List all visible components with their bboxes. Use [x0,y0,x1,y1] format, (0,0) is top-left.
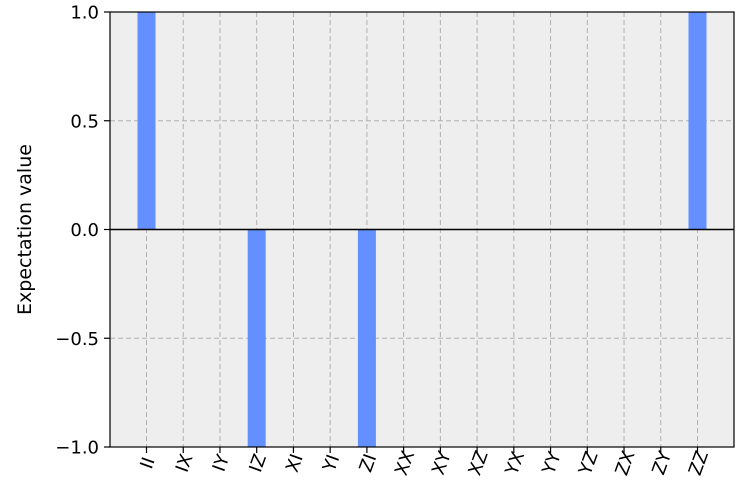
y-tick-label: 0.5 [70,111,99,132]
x-tick-label: YX [501,449,529,479]
x-tick-label: ZY [648,448,676,478]
x-tick-label: XY [428,448,456,478]
x-tick-label: YZ [575,449,603,479]
x-tick-label: YY [538,448,566,478]
x-tick-label: IX [172,451,198,475]
x-tick-label: YI [319,452,345,475]
x-tick-label: XZ [464,448,492,478]
bar-ii [137,12,156,230]
x-tick-label: ZI [355,451,381,475]
bars [137,12,707,447]
y-axis-ticks: −1.0 −0.5 0.0 0.5 1.0 [55,3,110,459]
x-tick-label: ZZ [685,448,713,478]
x-tick-label: IZ [245,451,271,475]
x-axis-ticks: II IX IY IZ XI YI ZI XX XY XZ YX YY YZ ZX ZY ZZ [136,447,713,479]
x-tick-label: IY [209,451,235,474]
x-tick-label: II [136,455,159,472]
x-tick-label: ZX [611,448,639,478]
bar-zi [357,229,376,447]
bar-zz [688,12,707,230]
y-tick-label: 0.0 [70,220,99,241]
bar-iz [247,229,266,447]
y-axis-title: Expectation value [14,144,36,315]
x-tick-label: XI [282,451,308,475]
y-tick-label: −0.5 [55,329,99,350]
y-tick-label: −1.0 [55,438,99,459]
y-tick-label: 1.0 [70,3,99,24]
x-tick-label: XX [391,448,419,478]
